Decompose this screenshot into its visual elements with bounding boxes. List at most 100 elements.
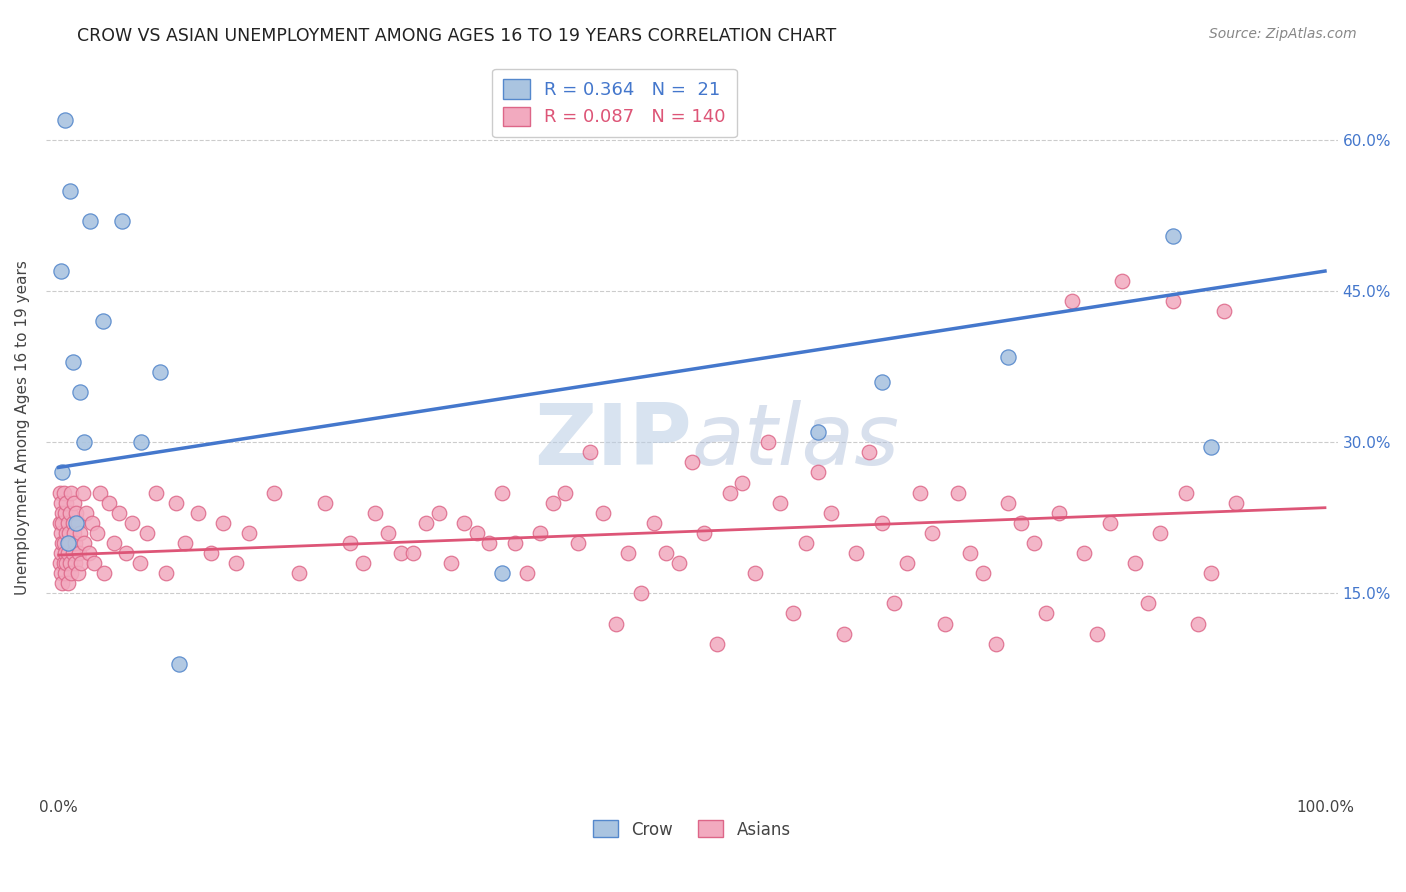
Point: [56, 516, 79, 530]
Point: [389, 546, 412, 560]
Point: [415, 516, 437, 530]
Point: [52, 556, 75, 570]
Text: atlas: atlas: [692, 401, 900, 483]
Point: [465, 525, 488, 540]
Point: [858, 445, 880, 459]
Point: [1073, 546, 1095, 560]
Point: [744, 566, 766, 581]
Point: [630, 586, 652, 600]
Point: [51, 466, 73, 480]
Point: [605, 616, 627, 631]
Point: [1161, 294, 1184, 309]
Point: [756, 435, 779, 450]
Point: [1098, 516, 1121, 530]
Point: [76, 506, 98, 520]
Point: [67, 546, 90, 560]
Point: [58, 536, 80, 550]
Point: [69, 384, 91, 399]
Point: [69, 525, 91, 540]
Point: [111, 213, 134, 227]
Point: [883, 596, 905, 610]
Point: [516, 566, 538, 581]
Point: [53, 566, 76, 581]
Point: [51, 536, 73, 550]
Point: [53, 113, 76, 128]
Text: Source: ZipAtlas.com: Source: ZipAtlas.com: [1209, 27, 1357, 41]
Point: [91, 314, 114, 328]
Point: [65, 516, 87, 530]
Point: [807, 466, 830, 480]
Point: [59, 506, 82, 520]
Point: [89, 485, 111, 500]
Point: [65, 506, 87, 520]
Point: [1225, 496, 1247, 510]
Point: [62, 546, 84, 560]
Point: [870, 516, 893, 530]
Point: [908, 485, 931, 500]
Point: [63, 496, 86, 510]
Point: [52, 485, 75, 500]
Point: [187, 506, 209, 520]
Point: [55, 556, 77, 570]
Point: [1085, 626, 1108, 640]
Point: [681, 455, 703, 469]
Point: [440, 556, 463, 570]
Point: [959, 546, 981, 560]
Point: [51, 566, 73, 581]
Point: [56, 546, 79, 560]
Point: [1149, 525, 1171, 540]
Point: [145, 485, 167, 500]
Point: [845, 546, 868, 560]
Point: [870, 375, 893, 389]
Legend: Crow, Asians: Crow, Asians: [586, 814, 797, 846]
Point: [377, 525, 399, 540]
Point: [453, 516, 475, 530]
Point: [149, 365, 172, 379]
Point: [491, 485, 513, 500]
Point: [1060, 294, 1083, 309]
Point: [402, 546, 425, 560]
Point: [706, 637, 728, 651]
Point: [782, 607, 804, 621]
Y-axis label: Unemployment Among Ages 16 to 19 years: Unemployment Among Ages 16 to 19 years: [15, 260, 30, 595]
Point: [129, 435, 152, 450]
Point: [60, 485, 83, 500]
Point: [934, 616, 956, 631]
Point: [51, 506, 73, 520]
Point: [718, 485, 741, 500]
Point: [339, 536, 361, 550]
Point: [1174, 485, 1197, 500]
Point: [51, 546, 73, 560]
Point: [55, 496, 77, 510]
Point: [238, 525, 260, 540]
Point: [66, 566, 89, 581]
Point: [52, 536, 75, 550]
Point: [592, 506, 614, 520]
Point: [567, 536, 589, 550]
Point: [174, 536, 197, 550]
Point: [73, 435, 96, 450]
Point: [51, 496, 73, 510]
Point: [352, 556, 374, 570]
Point: [59, 184, 82, 198]
Point: [554, 485, 576, 500]
Point: [314, 496, 336, 510]
Point: [617, 546, 640, 560]
Point: [997, 496, 1019, 510]
Point: [529, 525, 551, 540]
Point: [820, 506, 842, 520]
Point: [58, 525, 80, 540]
Point: [807, 425, 830, 440]
Point: [53, 546, 76, 560]
Point: [128, 556, 150, 570]
Point: [62, 354, 84, 368]
Point: [1047, 506, 1070, 520]
Point: [503, 536, 526, 550]
Point: [263, 485, 285, 500]
Point: [1187, 616, 1209, 631]
Point: [1035, 607, 1057, 621]
Point: [66, 516, 89, 530]
Point: [427, 506, 450, 520]
Point: [83, 556, 105, 570]
Point: [212, 516, 235, 530]
